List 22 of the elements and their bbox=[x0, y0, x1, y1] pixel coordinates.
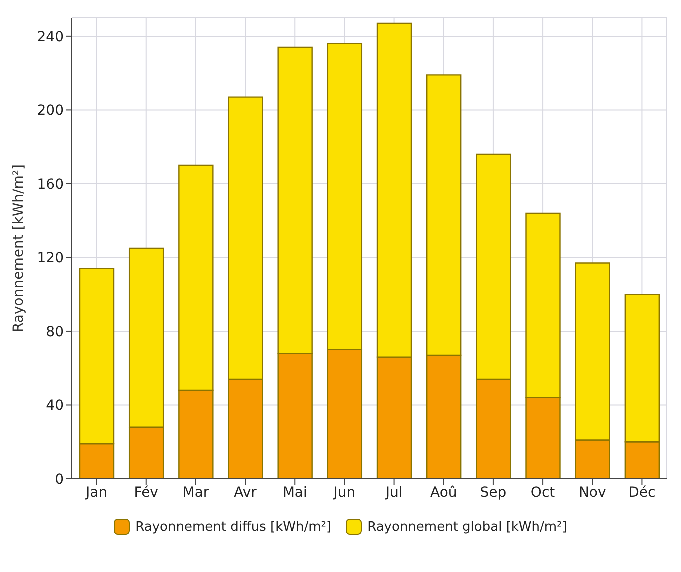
x-tick-label: Sep bbox=[480, 484, 507, 501]
x-tick-label: Jan bbox=[84, 484, 108, 501]
x-tick-label: Nov bbox=[578, 484, 606, 501]
y-tick-label: 160 bbox=[37, 176, 64, 193]
x-tick-label: Jul bbox=[384, 484, 403, 501]
x-tick-label: Fév bbox=[134, 484, 158, 501]
y-tick-label: 120 bbox=[37, 250, 64, 267]
y-tick-label: 80 bbox=[46, 324, 64, 340]
y-tick-label: 40 bbox=[46, 398, 64, 414]
y-tick-label: 240 bbox=[37, 29, 64, 46]
y-tick-label: 0 bbox=[55, 472, 64, 488]
y-axis-title: Rayonnement [kWh/m²] bbox=[10, 164, 27, 332]
x-tick-label: Mai bbox=[282, 484, 308, 501]
y-tick-label: 200 bbox=[37, 103, 64, 120]
x-tick-label: Avr bbox=[234, 484, 258, 501]
x-tick-label: Oct bbox=[530, 484, 556, 501]
legend-label: Rayonnement global [kWh/m²] bbox=[368, 520, 568, 534]
x-tick-label: Déc bbox=[628, 484, 656, 501]
x-tick-label: Jun bbox=[332, 484, 356, 501]
x-tick-label: Aoû bbox=[430, 484, 458, 501]
x-tick-label: Mar bbox=[182, 484, 210, 501]
legend-label: Rayonnement diffus [kWh/m²] bbox=[136, 520, 332, 534]
